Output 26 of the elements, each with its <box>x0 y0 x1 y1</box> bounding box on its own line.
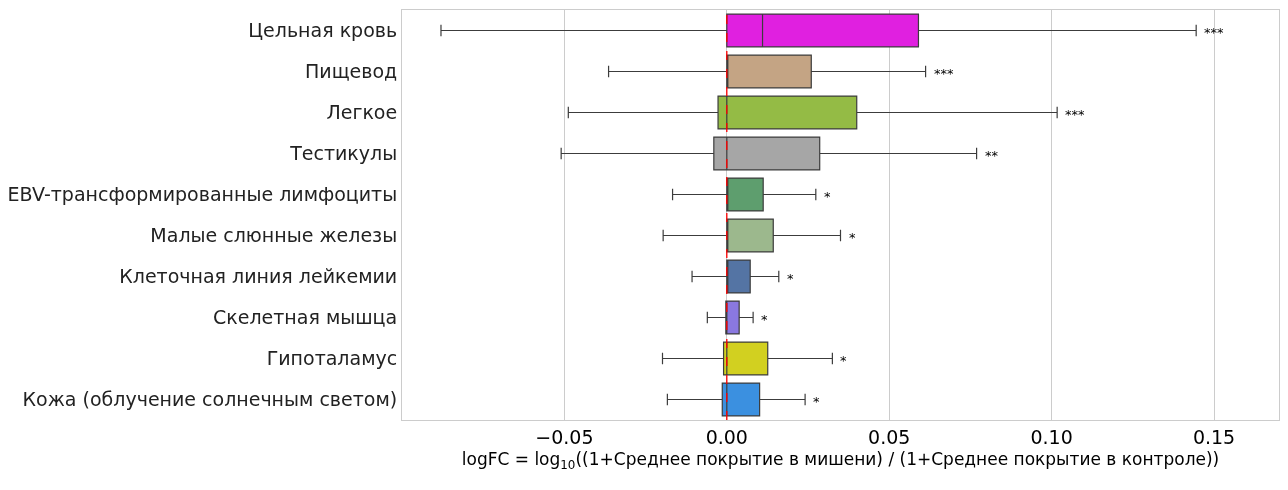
x-tick-label: 0.05 <box>868 425 911 448</box>
annotation: *** <box>934 66 954 81</box>
y-tick-label: Малые слюнные железы <box>150 224 398 247</box>
y-tick-label: Тестикулы <box>289 142 398 165</box>
annotation: * <box>824 189 831 204</box>
annotation: ** <box>985 148 999 163</box>
y-tick-label: Цельная кровь <box>248 19 398 42</box>
x-tick-label: 0.00 <box>705 425 748 448</box>
x-tick-label: 0.15 <box>1192 425 1236 448</box>
annotation: *** <box>1204 25 1224 40</box>
y-tick-label: Кожа (облучение солнечным светом) <box>22 388 398 411</box>
y-tick-label: EBV-трансформированные лимфоциты <box>7 183 398 206</box>
y-tick-label: Клеточная линия лейкемии <box>119 265 398 288</box>
annotation: * <box>761 312 768 327</box>
y-tick-label: Легкое <box>326 101 398 124</box>
annotation: * <box>787 271 794 286</box>
annotation: * <box>849 230 856 245</box>
y-tick-label: Скелетная мышца <box>213 306 398 329</box>
annotation: * <box>813 394 820 409</box>
y-tick-label: Гипоталамус <box>266 347 398 370</box>
x-tick-label: −0.05 <box>535 425 594 448</box>
y-tick-label: Пищевод <box>305 60 398 83</box>
x-tick-label: 0.10 <box>1030 425 1073 448</box>
annotation: * <box>840 353 847 368</box>
x-axis-title: logFC = log$_{10}$((1+Среднее покрытие в мишени) / (1+Среднее покрытие в контроле)) <box>461 449 1220 472</box>
annotation: *** <box>1065 107 1085 122</box>
